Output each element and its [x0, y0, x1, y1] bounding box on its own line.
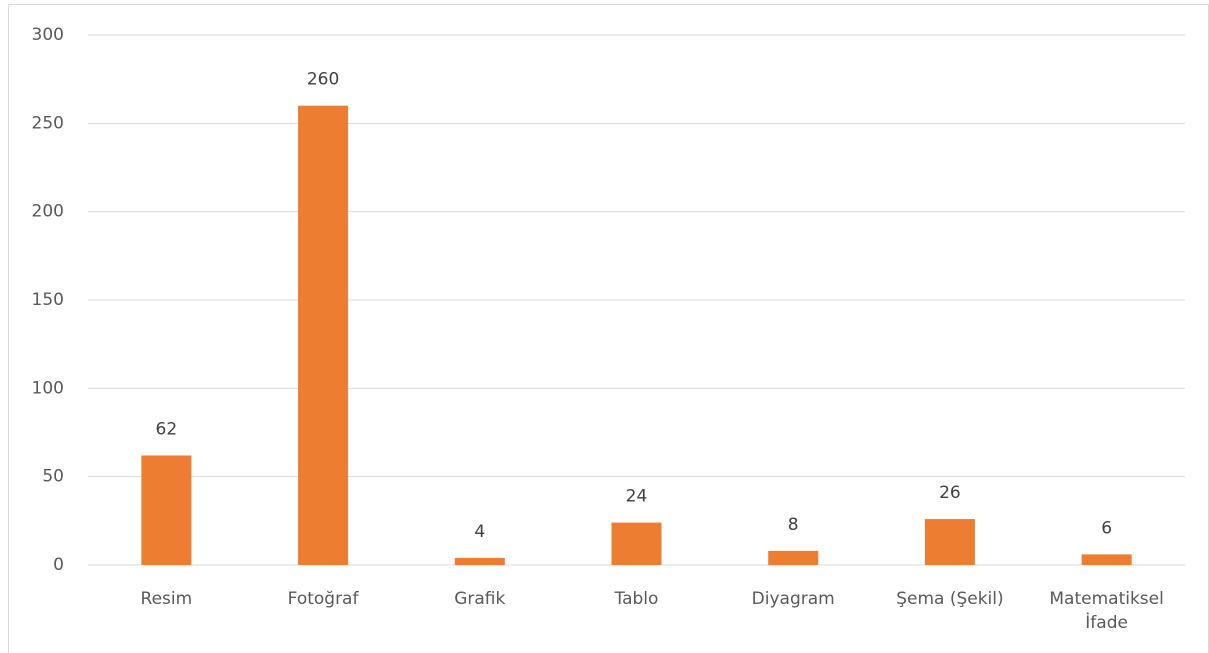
x-tick-label: Resim: [140, 589, 193, 609]
data-label: 4: [474, 522, 485, 542]
bar: [298, 105, 349, 566]
x-tick-label: Diyagram: [751, 589, 835, 609]
bar: [141, 455, 192, 565]
data-label: 26: [939, 483, 961, 503]
bar: [611, 522, 662, 565]
bar: [924, 519, 975, 565]
bar: [454, 557, 505, 565]
x-tick-label: Grafik: [454, 589, 506, 609]
x-tick-label: Fotoğraf: [287, 589, 359, 609]
bar: [768, 550, 819, 565]
y-tick-label: 150: [32, 290, 64, 310]
data-label: 260: [307, 70, 339, 90]
data-label: 62: [156, 419, 178, 439]
y-tick-label: 200: [32, 202, 64, 222]
y-tick-label: 250: [32, 113, 64, 133]
x-tick-label: Şema (Şekil): [896, 589, 1004, 609]
x-tick-label: Tablo: [614, 589, 659, 609]
x-tick-label: Matematiksel İfade: [1049, 589, 1164, 633]
bar: [1081, 554, 1132, 565]
y-tick-label: 300: [32, 25, 64, 45]
y-tick-label: 100: [32, 378, 64, 398]
data-label: 6: [1101, 518, 1112, 538]
data-label: 8: [788, 515, 799, 535]
data-label: 24: [626, 487, 648, 507]
y-tick-label: 0: [53, 555, 64, 575]
y-tick-label: 50: [42, 467, 64, 487]
